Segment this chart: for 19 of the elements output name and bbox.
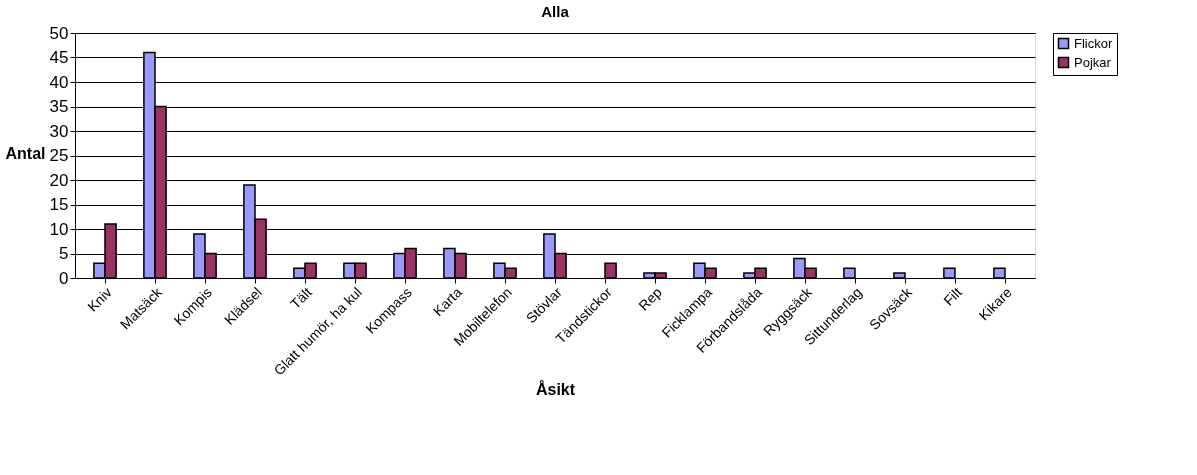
legend-label: Pojkar bbox=[1074, 54, 1112, 70]
x-axis-title: Åsikt bbox=[535, 380, 576, 399]
y-tick-label: 5 bbox=[59, 244, 69, 263]
y-tick-label: 15 bbox=[49, 195, 69, 214]
x-tick-label: Tält bbox=[287, 284, 315, 312]
y-tick-label: 0 bbox=[59, 268, 69, 288]
y-tick-label: 20 bbox=[49, 170, 69, 190]
legend-label: Flickor bbox=[1074, 35, 1113, 51]
x-tick-label: Filt bbox=[940, 284, 965, 309]
y-tick-label: 10 bbox=[49, 219, 69, 239]
y-tick-label: 45 bbox=[49, 48, 69, 67]
y-tick-label: 50 bbox=[49, 23, 69, 43]
chart-title: Alla bbox=[541, 3, 570, 20]
y-tick-label: 25 bbox=[49, 146, 69, 165]
y-tick-label: 35 bbox=[49, 97, 69, 116]
x-tick-label: Rep bbox=[635, 283, 666, 314]
y-tick-label: 40 bbox=[49, 72, 69, 92]
y-axis-title: Antal bbox=[5, 144, 46, 162]
y-tick-label: 30 bbox=[49, 121, 69, 141]
